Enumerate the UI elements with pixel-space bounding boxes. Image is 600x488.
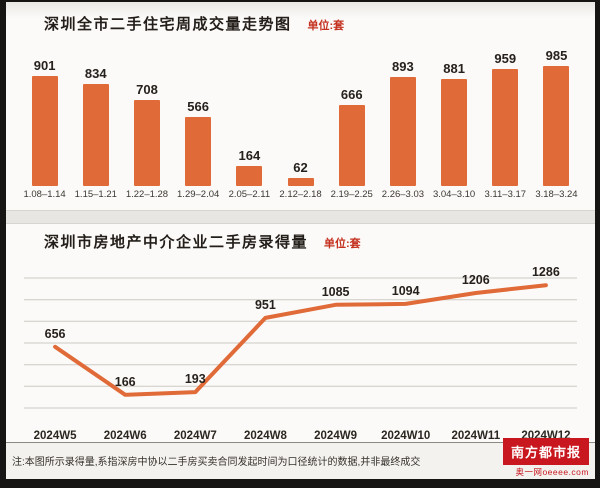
- bar-category-label: 1.08–1.14: [23, 189, 66, 200]
- brand-block: 南方都市报 奥一网oeeee.com: [503, 438, 589, 479]
- bar-column: 959: [480, 36, 531, 186]
- bar-category-label: 1.29–2.04: [177, 189, 220, 200]
- bar-column: 62: [275, 36, 326, 186]
- bar-column: 881: [429, 36, 480, 186]
- bar-category-label: 1.15–1.21: [74, 189, 117, 200]
- bar-category-label: 3.04–3.10: [432, 189, 476, 200]
- footer: 注:本图所示录得量,系指深房中协以二手房买卖合同发起时间为口径统计的数据,并非最…: [6, 438, 595, 479]
- bar-category-label: 2.19–2.25: [330, 189, 373, 200]
- bar-value-label: 901: [33, 58, 56, 73]
- bar: [236, 166, 263, 186]
- footnote: 注:本图所示录得量,系指深房中协以二手房买卖合同发起时间为口径统计的数据,并非最…: [12, 457, 421, 468]
- line-category-label: 2024W5: [33, 430, 77, 442]
- bar-category-label: 3.11–3.17: [484, 189, 527, 200]
- bar-column: 901: [19, 36, 70, 186]
- line-value-label: 656: [45, 327, 66, 341]
- line-value-label: 166: [115, 375, 136, 389]
- bar-column: 834: [70, 36, 121, 186]
- brand-logo: 南方都市报: [503, 438, 589, 465]
- bar: [82, 84, 109, 186]
- bar-value-label: 893: [392, 59, 414, 74]
- line-category-label: 2024W11: [451, 430, 501, 442]
- line-category-label: 2024W6: [103, 430, 147, 442]
- infographic-canvas: 深圳全市二手住宅周成交量走势图 单位:套 901 834 708 566 164 62 66…: [6, 2, 595, 479]
- line-category-label: 2024W8: [244, 430, 287, 442]
- bar: [492, 69, 519, 186]
- bar-category-label: 1.22–1.28: [125, 189, 169, 200]
- line-category-label: 2024W9: [314, 430, 357, 442]
- bar: [133, 100, 160, 186]
- line-value-label: 1206: [462, 273, 490, 287]
- line-chart-title: 深圳市房地产中介企业二手房录得量: [44, 234, 309, 251]
- bar-value-label: 959: [494, 51, 517, 66]
- bar: [441, 79, 468, 186]
- bar: [287, 178, 314, 186]
- bar-column: 985: [531, 36, 582, 186]
- bar-chart-categories: 1.08–1.14 1.15–1.21 1.22–1.28 1.29–2.04 2.05…: [6, 189, 595, 200]
- bar-value-label: 666: [340, 87, 363, 102]
- brand-tagline: 奥一网oeeee.com: [515, 467, 589, 477]
- bar-category-label: 3.18–3.24: [535, 189, 578, 200]
- bar: [338, 105, 365, 186]
- bar-value-label: 566: [187, 99, 209, 114]
- bar-value-label: 881: [443, 61, 465, 76]
- line-chart-unit-label: 单位:套: [324, 238, 361, 250]
- bar-chart-unit-label: 单位:套: [307, 20, 345, 32]
- line-series: [53, 283, 548, 397]
- bar-value-label: 62: [293, 160, 308, 175]
- bar-column: 666: [326, 36, 377, 186]
- bar-column: 708: [121, 36, 172, 186]
- bar-value-label: 708: [136, 82, 158, 97]
- bar: [31, 76, 58, 186]
- bar-value-label: 164: [238, 148, 261, 163]
- bar-chart-bars: 901 834 708 566 164 62 666 893 881 959 985: [6, 36, 595, 186]
- bar-column: 164: [224, 36, 275, 186]
- bar: [389, 77, 416, 186]
- line-chart-svg: 656 166 193 951 1085 1094 1206 1286: [24, 265, 577, 409]
- bar-category-label: 2.26–3.03: [381, 189, 425, 200]
- bar-column: 893: [377, 36, 428, 186]
- bar-value-label: 985: [545, 48, 568, 63]
- bar: [185, 117, 212, 186]
- bar-category-label: 2.12–2.18: [279, 189, 322, 200]
- bar-value-label: 834: [84, 66, 107, 81]
- line-category-label: 2024W7: [173, 430, 217, 442]
- line-value-label: 1094: [392, 284, 420, 298]
- line-value-label: 193: [185, 372, 206, 386]
- section-divider: [6, 210, 595, 224]
- bar-chart-title: 深圳全市二手住宅周成交量走势图: [44, 16, 292, 33]
- bar-category-label: 2.05–2.11: [228, 189, 271, 200]
- line-value-label: 1286: [532, 265, 560, 279]
- bar: [543, 66, 570, 186]
- bar-column: 566: [173, 36, 224, 186]
- line-value-label: 1085: [322, 285, 350, 299]
- line-chart-header: 深圳市房地产中介企业二手房录得量 单位:套: [6, 224, 595, 252]
- line-chart-categories: 2024W5 2024W6 2024W7 2024W8 2024W9 2024W10 202…: [6, 430, 595, 442]
- bar-chart-header: 深圳全市二手住宅周成交量走势图 单位:套: [6, 2, 595, 34]
- line-value-label: 951: [255, 298, 276, 312]
- line-category-label: 2024W10: [381, 430, 431, 442]
